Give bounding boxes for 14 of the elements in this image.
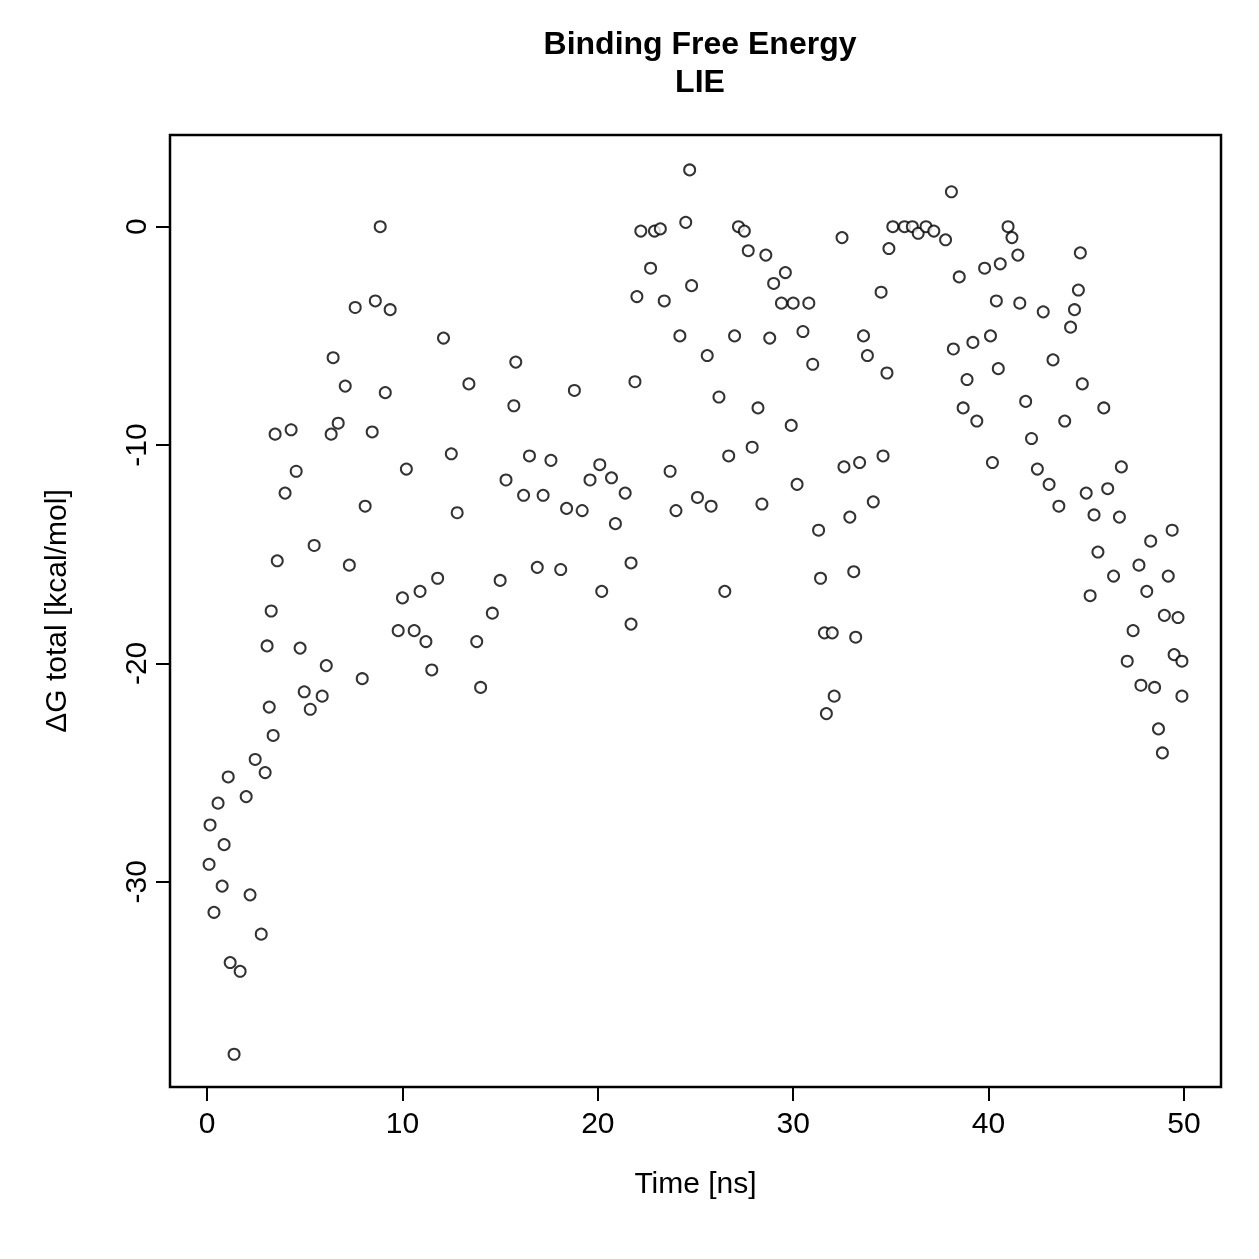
- x-axis-title: Time [ns]: [634, 1165, 757, 1199]
- chart-title: Binding Free Energy: [543, 25, 857, 61]
- x-tick-label: 30: [776, 1105, 810, 1139]
- chart-subtitle: LIE: [675, 63, 725, 99]
- y-tick-label: 0: [118, 218, 152, 236]
- x-tick-label: 0: [198, 1105, 216, 1139]
- x-tick-label: 50: [1167, 1105, 1201, 1139]
- x-tick-label: 10: [385, 1105, 420, 1139]
- y-tick-label: -10: [118, 423, 152, 467]
- y-tick-label: -30: [118, 860, 152, 904]
- x-tick-label: 20: [581, 1105, 615, 1139]
- y-tick-label: -20: [118, 641, 152, 686]
- x-tick-label: 40: [971, 1105, 1006, 1139]
- y-axis-title: ΔG total [kcal/mol]: [38, 489, 72, 733]
